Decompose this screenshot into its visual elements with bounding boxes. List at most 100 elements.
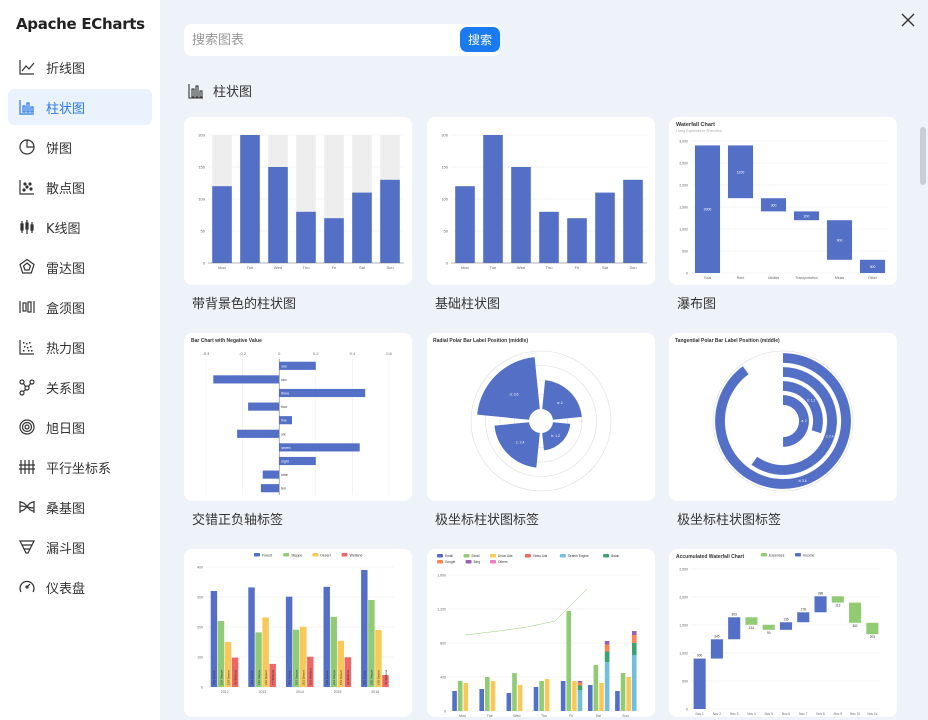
polar-grid <box>712 350 854 492</box>
sidebar-item-line[interactable]: 折线图 <box>8 49 152 85</box>
x-tick-label: Thu <box>303 265 310 270</box>
sidebar-item-label: 关系图 <box>46 381 86 397</box>
bar <box>631 635 637 643</box>
close-button[interactable] <box>900 12 916 28</box>
radar-chart-icon <box>18 258 36 276</box>
y-tick-label: 2,000 <box>679 596 688 600</box>
y-tick-label: 0 <box>686 272 688 276</box>
polar-bar <box>542 422 571 451</box>
data-label: 393 <box>732 612 738 616</box>
sidebar-item-sankey[interactable]: 桑基图 <box>8 489 152 525</box>
x-tick-label: Sat <box>602 265 609 270</box>
radial-polar-bar-chart: Radial Polar Bar Label Position (middle)… <box>433 338 612 492</box>
y-tick-label: 800 <box>440 642 446 646</box>
sidebar-item-parallel[interactable]: 平行坐标系 <box>8 449 152 485</box>
x-tick-label: 2013 <box>259 690 267 694</box>
x-tick-label: Mon <box>218 265 226 270</box>
legend-swatch <box>603 554 610 558</box>
data-label: 220 Steppe <box>219 669 223 685</box>
bar <box>623 179 643 263</box>
x-tick-label: Nov 3 <box>730 712 739 716</box>
data-label: eight <box>281 460 289 464</box>
data-label: 286 <box>818 591 824 595</box>
bar <box>566 611 572 711</box>
bar <box>595 192 615 263</box>
legend-label: Search Engine <box>568 554 589 558</box>
chart-thumbnail[interactable]: Accumulated Waterfall Chart Expenses Incom… <box>669 549 897 717</box>
chart-caption: 交错正负轴标签 <box>192 513 284 528</box>
chart-card: 0 50 100 150 200 Mon Tue Wed Thu Fri Sat Sun 基础柱状图 <box>427 117 655 312</box>
bar <box>260 484 280 493</box>
bar <box>300 626 307 687</box>
x-tick-label: 2014 <box>296 690 304 694</box>
bar <box>577 682 583 686</box>
sidebar-item-label: 饼图 <box>46 141 73 157</box>
x-tick-label: 2015 <box>334 690 342 694</box>
scatter-chart-icon <box>18 178 36 196</box>
data-label: four <box>281 405 288 409</box>
chart-thumbnail[interactable]: Radial Polar Bar Label Position (middle)… <box>427 333 655 501</box>
bar <box>593 665 599 711</box>
bar <box>307 656 314 687</box>
sidebar-item-label: 平行坐标系 <box>46 461 112 477</box>
data-label: c: 2.4 <box>826 434 834 438</box>
data-label: 390 Forest <box>363 670 367 685</box>
chart-thumbnail[interactable]: Bar Chart with Negative Value -0.4 -0.2 0 0.… <box>184 333 412 501</box>
sidebar-item-gauge[interactable]: 仪表盘 <box>8 569 152 605</box>
data-label: 135 <box>783 617 789 621</box>
bar <box>217 621 225 687</box>
bar <box>324 218 344 263</box>
polar-bar <box>751 367 837 475</box>
data-label: b: 1.2 <box>807 399 815 403</box>
data-label: 201 Desert <box>302 670 306 685</box>
legend-swatch <box>463 554 470 558</box>
sidebar-item-bar[interactable]: 柱状图 <box>8 89 152 125</box>
y-tick-label: 100 <box>198 197 205 202</box>
chart-thumbnail[interactable]: 0 50 100 150 200 Mon Tue Wed Thu Fri Sat Sun <box>427 117 655 285</box>
search-input[interactable] <box>192 28 452 52</box>
chart-card: Tangential Polar Bar Label Position (mid… <box>669 333 897 528</box>
sidebar-item-pie[interactable]: 饼图 <box>8 129 152 165</box>
x-tick-label: 2016 <box>371 690 379 694</box>
y-tick-label: 200 <box>441 133 448 138</box>
close-icon <box>901 13 915 27</box>
bar <box>483 135 503 263</box>
sidebar-item-scatter[interactable]: 散点图 <box>8 169 152 205</box>
sidebar-item-funnel[interactable]: 漏斗图 <box>8 529 152 565</box>
data-label: 113 <box>835 604 840 608</box>
sidebar-item-candlestick[interactable]: K线图 <box>8 209 152 245</box>
chart-card: Accumulated Waterfall Chart Expenses Incom… <box>669 549 897 717</box>
data-label: 99 Wetland <box>346 670 350 685</box>
bar-chart-icon <box>18 98 36 116</box>
sidebar-item-heatmap[interactable]: 热力图 <box>8 329 152 365</box>
x-tick-label: Tue <box>490 265 498 270</box>
sidebar-item-graph[interactable]: 关系图 <box>8 369 152 405</box>
sidebar-item-radar[interactable]: 雷达图 <box>8 249 152 285</box>
bar <box>577 690 583 711</box>
bar <box>793 211 820 221</box>
bar <box>604 662 610 711</box>
chart-thumbnail[interactable]: Waterfall Chart Living Expenses in Shenzh… <box>669 117 897 285</box>
bar <box>452 691 457 711</box>
chart-thumbnail[interactable]: Forest Steppe Desert Wetland 0 100 200 300 400 32… <box>184 549 412 717</box>
sidebar-item-sunburst[interactable]: 旭日图 <box>8 409 152 445</box>
polar-grid <box>499 379 583 463</box>
search-button[interactable]: 搜索 <box>460 27 500 52</box>
chart-caption: 极坐标柱状图标签 <box>435 513 540 528</box>
legend-swatch <box>524 554 531 558</box>
x-tick-label: 0 <box>278 351 281 356</box>
data-label: 290 Steppe <box>370 669 374 685</box>
chart-thumbnail[interactable]: 0 50 100 150 200 Mon Tue Wed Thu Fri Sat Sun <box>184 117 412 285</box>
chart-thumbnail[interactable]: Tangential Polar Bar Label Position (mid… <box>669 333 897 501</box>
bar <box>352 192 372 263</box>
sidebar-item-boxplot[interactable]: 盒须图 <box>8 289 152 325</box>
scrollbar-thumb[interactable] <box>920 127 926 185</box>
polar-bar <box>477 357 540 420</box>
legend-swatch <box>465 560 472 564</box>
chart-thumbnail[interactable]: Email Email Union Ads Video Ads Search Engin… <box>427 549 655 717</box>
data-label: 134 <box>749 626 755 630</box>
data-label: 1200 <box>737 170 745 174</box>
chart-card: Forest Steppe Desert Wetland 0 100 200 300 400 32… <box>184 549 412 717</box>
bar <box>694 145 721 273</box>
y-tick-label: 200 <box>198 133 205 138</box>
